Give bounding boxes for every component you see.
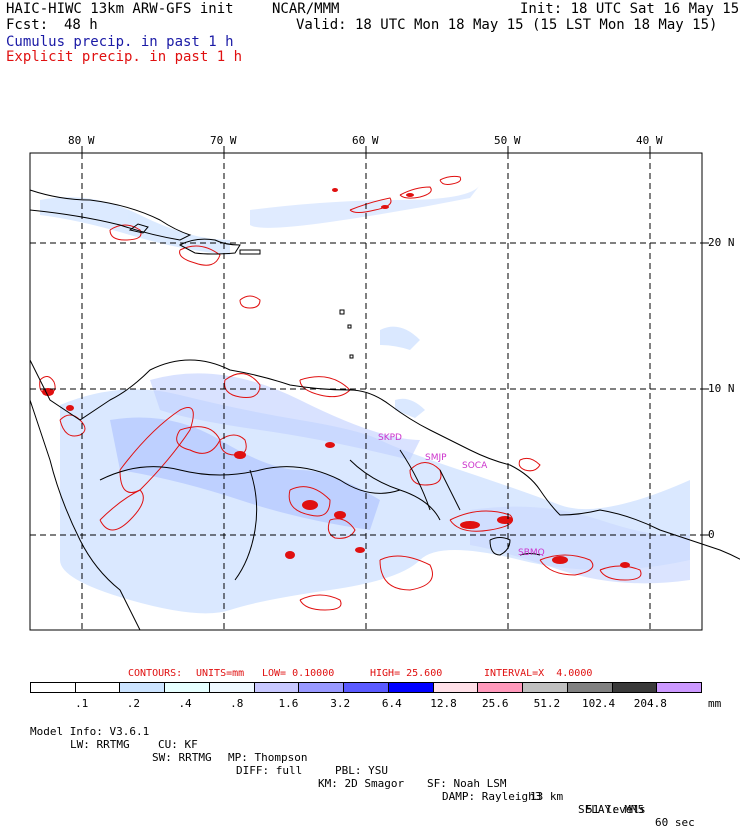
info-diff: DIFF: full bbox=[236, 764, 303, 777]
contours-title: CONTOURS: bbox=[128, 668, 183, 679]
colorbar-swatch bbox=[75, 683, 121, 692]
contours-low: LOW= 0.10000 bbox=[262, 668, 335, 679]
station-markers: SKPD SMJP SOCA SBMQ bbox=[378, 433, 545, 558]
colorbar-tick-label: 204.8 bbox=[633, 697, 667, 710]
init-time: Init: 18 UTC Sat 16 May 15 bbox=[520, 1, 740, 17]
precip-map: SKPD SMJP SOCA SBMQ bbox=[29, 146, 740, 631]
lat-label-20n: 20 N bbox=[708, 236, 735, 249]
info-sflay: SFLAY: MM5 bbox=[578, 803, 645, 816]
colorbar-swatch bbox=[165, 683, 210, 692]
explicit-precip-cores bbox=[42, 188, 630, 568]
lon-label-40w: 40 W bbox=[636, 134, 663, 147]
colorbar-unit: mm bbox=[708, 697, 722, 710]
colorbar-tick-label: 3.2 bbox=[330, 697, 351, 710]
info-step: 60 sec bbox=[655, 816, 695, 829]
lon-label-50w: 50 W bbox=[494, 134, 521, 147]
contours-high: HIGH= 25.600 bbox=[370, 668, 443, 679]
colorbar-swatch bbox=[120, 683, 166, 692]
station-label-sbmq: SBMQ bbox=[518, 548, 545, 558]
colorbar-swatch bbox=[254, 683, 300, 692]
fcst-label: Fcst: bbox=[6, 17, 49, 33]
info-sw: SW: RRTMG bbox=[152, 751, 212, 764]
org-label: NCAR/MMM bbox=[272, 1, 340, 17]
colorbar-tick-label: 51.2 bbox=[533, 697, 561, 710]
colorbar-tick-label: 1.6 bbox=[278, 697, 299, 710]
contours-units: UNITS=mm bbox=[196, 668, 245, 679]
colorbar-swatch bbox=[523, 683, 568, 692]
colorbar-swatch bbox=[433, 683, 479, 692]
info-km: KM: 2D Smagor bbox=[318, 777, 405, 790]
colorbar-tick-label: .4 bbox=[178, 697, 192, 710]
colorbar-swatch bbox=[478, 683, 524, 692]
colorbar-swatch bbox=[344, 683, 389, 692]
colorbar-swatch bbox=[388, 683, 434, 692]
fcst-value: 48 h bbox=[64, 17, 98, 33]
station-label-skpd: SKPD bbox=[378, 433, 402, 443]
colorbar-tick-label: .2 bbox=[126, 697, 140, 710]
grid-ticks bbox=[81, 146, 709, 536]
model-info-line1: Model Info: V3.6.1 CU: KF MP: Thompson P… bbox=[30, 712, 730, 829]
lon-label-60w: 60 W bbox=[352, 134, 379, 147]
colorbar-swatch bbox=[567, 683, 613, 692]
info-damp: DAMP: Rayleigh3 bbox=[442, 790, 542, 803]
station-label-smjp: SMJP bbox=[425, 453, 447, 463]
colorbar-tick-label: .8 bbox=[230, 697, 244, 710]
colorbar-swatch bbox=[657, 683, 702, 692]
colorbar-swatch bbox=[31, 683, 76, 692]
info-mp: MP: Thompson bbox=[228, 751, 308, 764]
colorbar-swatch bbox=[209, 683, 255, 692]
model-title: HAIC-HIWC 13km ARW-GFS init bbox=[6, 1, 234, 17]
colorbar-swatch bbox=[299, 683, 345, 692]
explicit-legend: Explicit precip. in past 1 h bbox=[6, 49, 243, 65]
station-label-soca: SOCA bbox=[462, 461, 488, 471]
info-sf: SF: Noah LSM bbox=[427, 777, 507, 790]
lat-label-0: 0 bbox=[708, 528, 715, 541]
coastlines bbox=[29, 189, 740, 631]
valid-time: Valid: 18 UTC Mon 18 May 15 (15 LST Mon … bbox=[296, 17, 718, 33]
colorbar-swatch bbox=[612, 683, 658, 692]
model-info-line2: LW: RRTMG SW: RRTMG DIFF: full KM: 2D Sm… bbox=[30, 725, 730, 816]
colorbar-tick-label: .1 bbox=[75, 697, 89, 710]
lon-label-70w: 70 W bbox=[210, 134, 237, 147]
lon-label-80w: 80 W bbox=[68, 134, 95, 147]
lat-lon-grid bbox=[30, 153, 702, 630]
colorbar-tick-label: 25.6 bbox=[481, 697, 509, 710]
info-version: Model Info: V3.6.1 bbox=[30, 725, 150, 738]
lat-label-10n: 10 N bbox=[708, 382, 735, 395]
info-pbl: PBL: YSU bbox=[335, 764, 388, 777]
colorbar-tick-label: 6.4 bbox=[381, 697, 402, 710]
colorbar-tick-label: 12.8 bbox=[430, 697, 457, 710]
colorbar-tick-label: 102.4 bbox=[582, 697, 616, 710]
cumulus-legend: Cumulus precip. in past 1 h bbox=[6, 34, 234, 50]
contours-interval: INTERVAL=X 4.0000 bbox=[484, 668, 593, 679]
precip-colorbar bbox=[30, 682, 702, 693]
